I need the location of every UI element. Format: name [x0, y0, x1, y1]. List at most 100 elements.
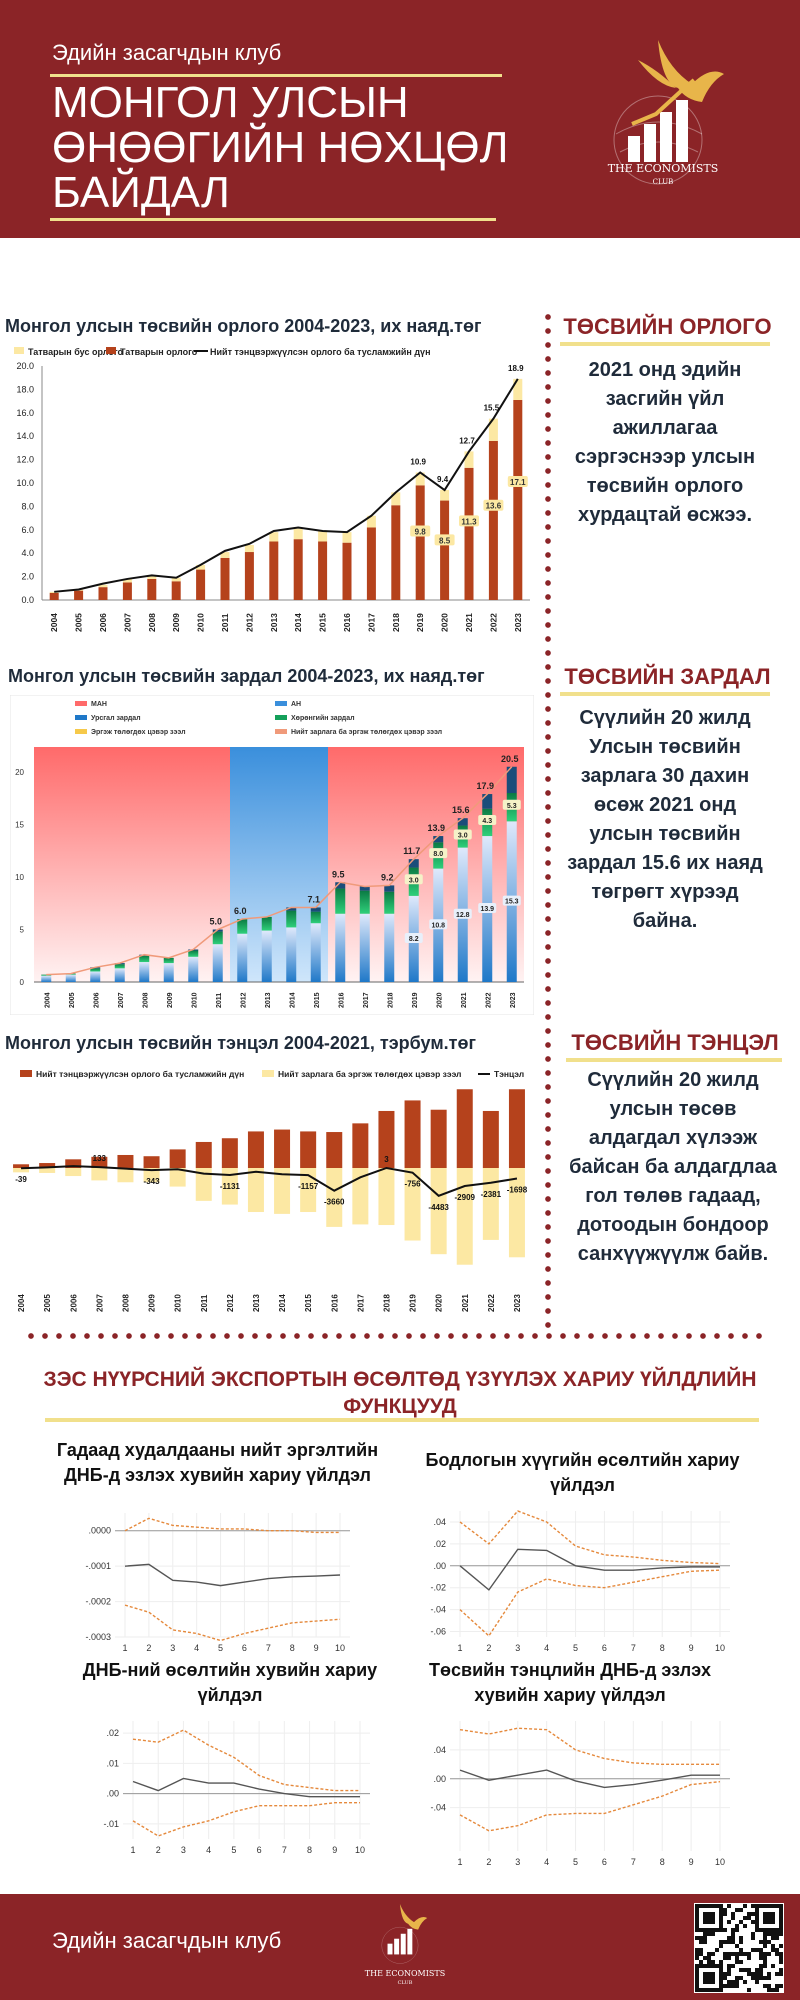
- expenditure-chart: МАН АН Урсгал зардал Хөрөнгийн зардал Эргэж …: [10, 695, 534, 1015]
- x-tick-label: 2: [486, 1857, 491, 1867]
- x-tick-label: 2017: [356, 1294, 365, 1312]
- legend-swatch: [275, 701, 287, 706]
- revenue-bar: [430, 1109, 447, 1168]
- qr-module: [743, 1924, 747, 1928]
- total-revenue-line: [54, 378, 519, 593]
- x-tick-label: 9: [689, 1857, 694, 1867]
- qr-module: [779, 1956, 783, 1960]
- x-tick-label: 2010: [191, 992, 198, 1008]
- x-tick-label: 2019: [415, 613, 425, 632]
- response-line: [124, 1563, 341, 1587]
- x-tick-label: 4: [544, 1643, 549, 1653]
- irf-gdp-chart: .02 .01 .00 -.01 1 2 3 4 5 6 7 8 9 10: [103, 1721, 370, 1855]
- qr-module: [723, 1912, 727, 1916]
- qr-module: [759, 1952, 763, 1956]
- response-line: [459, 1769, 720, 1789]
- balance-data-label: -2909: [455, 1193, 476, 1202]
- expenditure-bar: [91, 1168, 108, 1181]
- legend-swatch: [262, 1070, 274, 1077]
- qr-module: [767, 1940, 771, 1944]
- qr-module: [727, 1956, 731, 1960]
- balance-data-label: -4483: [428, 1203, 449, 1212]
- revenue-bar: [456, 1089, 473, 1168]
- x-tick-label: 2012: [240, 992, 247, 1008]
- x-tick-label: 6: [242, 1643, 247, 1653]
- x-tick-label: 2017: [363, 992, 370, 1008]
- irf-fiscal-balance-chart: .04 .00 -.04 1 2 3 4 5 6 7 8 9 10: [430, 1721, 730, 1867]
- qr-module: [779, 1960, 783, 1964]
- logo-text: THE ECONOMISTS: [607, 162, 719, 175]
- balance-chart-title: Монгол улсын төсвийн тэнцэл 2004-2021, т…: [5, 1033, 476, 1053]
- line-data-label: 17.9: [476, 781, 494, 791]
- qr-module: [719, 1940, 723, 1944]
- y-tick-label: 20.0: [16, 361, 34, 371]
- legend-label: Хөрөнгийн зардал: [291, 714, 355, 722]
- x-tick-label: 2023: [513, 1294, 522, 1312]
- expenditure-bar: [456, 1168, 473, 1265]
- x-tick-label: 2010: [196, 613, 206, 632]
- x-tick-label: 2020: [436, 992, 443, 1008]
- qr-module: [727, 1980, 731, 1984]
- qr-module: [767, 1972, 771, 1976]
- qr-module: [755, 1968, 759, 1972]
- non-tax-revenue-bar: [464, 451, 474, 468]
- balance-heading: ТӨСВИЙН ТЭНЦЭЛ: [571, 1030, 779, 1055]
- x-tick-label: 1: [122, 1643, 127, 1653]
- tax-revenue-bar: [74, 590, 84, 600]
- x-tick-label: 3: [181, 1845, 186, 1855]
- non-tax-revenue-bar: [366, 515, 376, 528]
- x-tick-label: 6: [602, 1643, 607, 1653]
- qr-module: [767, 1984, 771, 1988]
- y-tick-label: .04: [433, 1517, 446, 1527]
- qr-module: [739, 1976, 743, 1980]
- x-tick-label: 2019: [409, 1294, 418, 1312]
- footer-club-name: Эдийн засагчдын клуб: [52, 1928, 282, 1953]
- current-expense-bar: [335, 913, 346, 982]
- net-lending-bar: [482, 794, 493, 809]
- qr-module: [739, 1920, 743, 1924]
- y-tick-label: .04: [433, 1745, 446, 1755]
- tax-revenue-bar: [49, 592, 59, 600]
- qr-module: [707, 1956, 711, 1960]
- qr-module: [771, 1988, 775, 1992]
- y-tick-label: .02: [106, 1728, 119, 1738]
- inner-data-label-bg: [502, 799, 521, 810]
- x-tick-label: 2008: [147, 613, 157, 632]
- qr-module: [779, 1972, 783, 1976]
- qr-code-icon: [694, 1903, 784, 1993]
- qr-module: [751, 1904, 755, 1908]
- qr-module: [763, 1952, 767, 1956]
- qr-module: [723, 1908, 727, 1912]
- revenue-bar: [169, 1149, 186, 1168]
- qr-module: [739, 1908, 743, 1912]
- balance-data-label: -1131: [220, 1182, 241, 1191]
- balance-data-label: -1157: [298, 1182, 319, 1191]
- qr-module: [751, 1912, 755, 1916]
- x-tick-label: 2009: [148, 1294, 157, 1312]
- x-tick-label: 6: [602, 1857, 607, 1867]
- tax-revenue-bar: [244, 552, 254, 600]
- x-tick-label: 2020: [440, 613, 450, 632]
- revenue-bar: [39, 1163, 56, 1168]
- qr-module: [727, 1936, 731, 1940]
- qr-module: [763, 1960, 767, 1964]
- capital-expense-bar: [114, 964, 125, 969]
- qr-module: [735, 1952, 739, 1956]
- expenditure-bar: [195, 1168, 212, 1201]
- expenditure-bar: [39, 1168, 56, 1173]
- current-expense-bar: [41, 975, 52, 982]
- non-tax-revenue-bar: [122, 578, 132, 583]
- x-tick-label: 8: [290, 1643, 295, 1653]
- revenue-bar: [91, 1156, 108, 1168]
- irf-gdp-title: ДНБ-ний өсөлтийн хувийн хариу үйлдэл: [82, 1660, 378, 1705]
- x-tick-label: 7: [631, 1643, 636, 1653]
- non-tax-revenue-bar: [488, 418, 498, 441]
- qr-module: [711, 1960, 715, 1964]
- qr-module: [731, 1940, 735, 1944]
- page-title: МОНГОЛ УЛСЫН ӨНӨӨГИЙН НӨХЦӨЛ БАЙДАЛ: [52, 78, 509, 217]
- qr-module: [763, 1956, 767, 1960]
- qr-module: [739, 1960, 743, 1964]
- revenue-bar: [13, 1164, 30, 1168]
- irf-policy-rate-chart: .04 .02 .00 -.02 -.04 -.06 1 2 3 4 5 6 7 8 9 10: [430, 1510, 730, 1653]
- inner-data-label: 5.3: [507, 803, 517, 810]
